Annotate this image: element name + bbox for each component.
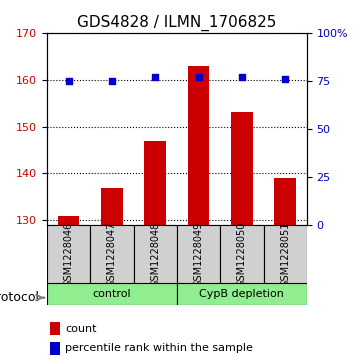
FancyBboxPatch shape	[177, 283, 307, 305]
Bar	[274, 178, 296, 225]
Point	[239, 74, 245, 80]
Text: CypB depletion: CypB depletion	[199, 289, 284, 299]
FancyBboxPatch shape	[134, 225, 177, 283]
Bar	[101, 188, 123, 225]
Point	[196, 74, 201, 80]
Bar	[49, 342, 60, 355]
FancyBboxPatch shape	[47, 225, 90, 283]
Text: count: count	[65, 324, 97, 334]
Point	[282, 76, 288, 82]
Point	[66, 78, 71, 83]
Text: protocol: protocol	[0, 291, 40, 304]
Bar	[188, 65, 209, 225]
Bar	[144, 140, 166, 225]
Bar	[231, 113, 253, 225]
FancyBboxPatch shape	[90, 225, 134, 283]
Text: GSM1228050: GSM1228050	[237, 221, 247, 287]
FancyBboxPatch shape	[47, 283, 177, 305]
Title: GDS4828 / ILMN_1706825: GDS4828 / ILMN_1706825	[77, 15, 277, 31]
Point	[152, 74, 158, 80]
Text: GSM1228049: GSM1228049	[193, 221, 204, 287]
Bar	[58, 216, 79, 225]
Text: percentile rank within the sample: percentile rank within the sample	[65, 343, 253, 354]
FancyBboxPatch shape	[177, 225, 220, 283]
Text: GSM1228046: GSM1228046	[64, 221, 74, 287]
FancyBboxPatch shape	[220, 225, 264, 283]
FancyBboxPatch shape	[264, 225, 307, 283]
Point	[109, 78, 115, 83]
Bar	[49, 322, 60, 335]
Text: control: control	[93, 289, 131, 299]
Text: GSM1228048: GSM1228048	[150, 221, 160, 287]
Text: GSM1228051: GSM1228051	[280, 221, 290, 287]
Text: GSM1228047: GSM1228047	[107, 221, 117, 287]
